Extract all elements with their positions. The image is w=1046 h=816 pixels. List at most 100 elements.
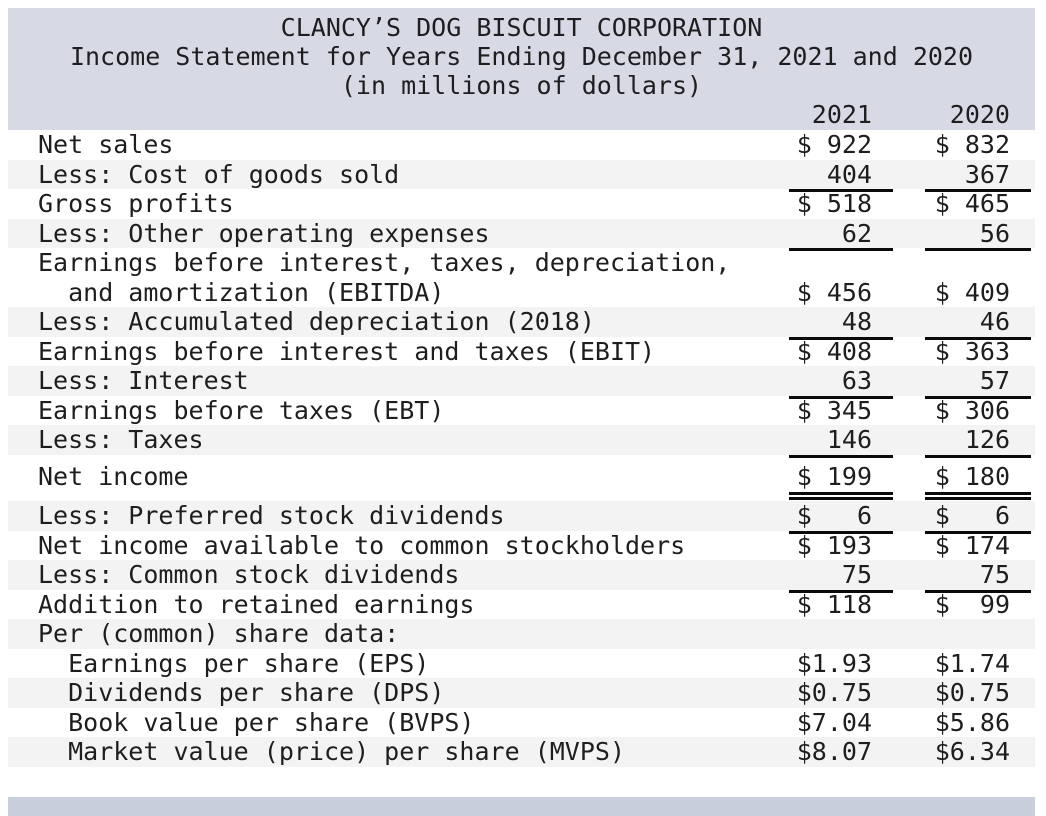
value-2021: 146 <box>789 425 893 457</box>
row-label: Earnings before interest and taxes (EBIT… <box>38 337 789 367</box>
row-label-line: Less: Preferred stock dividends <box>38 501 505 530</box>
row-label: Less: Taxes <box>38 425 789 455</box>
value-2021: 48 <box>789 307 893 339</box>
table-row: Earnings before interest and taxes (EBIT… <box>8 337 1035 367</box>
table-row: Less: Accumulated depreciation (2018) 48… <box>8 307 1035 339</box>
row-label: Dividends per share (DPS) <box>38 678 789 708</box>
value-2020: $ 6 <box>925 501 1031 533</box>
year-column-headers: 2021 2020 <box>8 100 1035 130</box>
table-row: Earnings before interest, taxes, depreci… <box>8 248 1035 307</box>
row-label-line: Addition to retained earnings <box>38 589 475 619</box>
value-2021: 63 <box>789 366 893 398</box>
table-row: Dividends per share (DPS) $0.75 $0.75 <box>8 678 1035 708</box>
value-2020: $1.74 <box>934 648 1010 678</box>
value-2021: $ 518 <box>796 189 872 218</box>
row-label-line: Net income available to common stockhold… <box>38 530 686 560</box>
row-label: Less: Other operating expenses <box>38 219 789 249</box>
row-label-line: Net sales <box>38 130 174 159</box>
row-label-line: Book value per share (BVPS) <box>38 707 475 737</box>
value-2020: $6.34 <box>934 737 1010 766</box>
row-label: Earnings before interest, taxes, depreci… <box>38 248 789 307</box>
value-2021: $ 345 <box>796 395 872 425</box>
row-label: Net income <box>38 462 789 492</box>
table-row: Net sales $ 922 $ 832 <box>8 130 1035 160</box>
row-label: Net sales <box>38 130 789 160</box>
table-row: Less: Taxes 146 126 <box>8 425 1035 457</box>
row-label-line: Market value (price) per share (MVPS) <box>38 737 625 766</box>
row-label: Earnings per share (EPS) <box>38 649 789 679</box>
value-2021: $ 199 <box>789 462 893 500</box>
row-label-line: Earnings before taxes (EBT) <box>38 395 445 425</box>
value-2020: $ 409 <box>934 277 1010 307</box>
row-label-line: Less: Interest <box>38 366 249 395</box>
value-2020: $ 363 <box>934 336 1010 366</box>
row-label-line: Earnings before interest and taxes (EBIT… <box>38 336 656 366</box>
table-row: Less: Interest 63 57 <box>8 366 1035 398</box>
value-2020: $0.75 <box>934 678 1010 707</box>
row-label-line: Dividends per share (DPS) <box>38 678 445 707</box>
row-label-line: Less: Accumulated depreciation (2018) <box>38 307 595 336</box>
value-2021: $ 193 <box>796 530 872 560</box>
value-2021: $ 6 <box>789 501 893 533</box>
value-2020: 367 <box>925 160 1031 192</box>
row-label-line: Less: Common stock dividends <box>38 560 460 589</box>
year-column-header-2020: 2020 <box>949 100 1010 129</box>
value-2020 <box>925 619 1031 649</box>
table-row: Earnings per share (EPS) $1.93 $1.74 <box>8 649 1035 679</box>
table-row: Net income $ 199 $ 180 <box>8 462 1035 500</box>
value-2020: 56 <box>925 219 1031 251</box>
value-2021: $8.07 <box>796 737 872 766</box>
statement-rows: Net sales $ 922 $ 832 Less: Cost of good… <box>8 130 1035 767</box>
statement-header-band: CLANCY’S DOG BISCUIT CORPORATION Income … <box>8 8 1035 130</box>
row-label-line: Less: Other operating expenses <box>38 218 490 248</box>
value-2021: $ 922 <box>796 130 872 159</box>
row-label: Book value per share (BVPS) <box>38 708 789 738</box>
row-label: Less: Accumulated depreciation (2018) <box>38 307 789 337</box>
row-label-line: Less: Cost of goods sold <box>38 159 400 189</box>
value-2021: $ 456 <box>796 277 872 307</box>
unit-note: (in millions of dollars) <box>340 71 703 100</box>
row-label-line: Earnings before interest, taxes, depreci… <box>38 248 731 277</box>
row-label: Less: Preferred stock dividends <box>38 501 789 531</box>
row-label-line: Less: Taxes <box>38 425 204 454</box>
table-row: Per (common) share data: <box>8 619 1035 649</box>
value-2020: $ 180 <box>925 462 1031 500</box>
row-label-line: Per (common) share data: <box>38 619 400 648</box>
row-label: Net income available to common stockhold… <box>38 531 789 561</box>
table-row: Market value (price) per share (MVPS) $8… <box>8 737 1035 767</box>
year-column-header-2021: 2021 <box>811 100 872 129</box>
value-2020: $ 174 <box>934 530 1010 560</box>
row-label-line: Earnings per share (EPS) <box>38 648 430 678</box>
row-label: Less: Cost of goods sold <box>38 160 789 190</box>
row-label: Gross profits <box>38 189 789 219</box>
value-2021 <box>789 619 893 649</box>
statement-content: CLANCY’S DOG BISCUIT CORPORATION Income … <box>8 8 1035 767</box>
table-row: Addition to retained earnings $ 118 $ 99 <box>8 590 1035 620</box>
statement-title: CLANCY’S DOG BISCUIT CORPORATION <box>280 13 763 42</box>
value-2020: $ 832 <box>934 130 1010 159</box>
value-2021: $ 118 <box>796 589 872 619</box>
table-row: Less: Cost of goods sold 404 367 <box>8 159 1035 192</box>
value-2020: 75 <box>925 560 1031 592</box>
row-label: Addition to retained earnings <box>38 590 789 620</box>
value-2021: $1.93 <box>796 648 872 678</box>
row-label: Per (common) share data: <box>38 619 789 649</box>
value-2021: 404 <box>789 160 893 192</box>
row-label-line: and amortization (EBITDA) <box>38 277 445 307</box>
table-row: Less: Common stock dividends 75 75 <box>8 560 1035 592</box>
value-2021: $ 408 <box>796 336 872 366</box>
row-label: Market value (price) per share (MVPS) <box>38 737 789 767</box>
row-label: Less: Common stock dividends <box>38 560 789 590</box>
statement-subtitle: Income Statement for Years Ending Decemb… <box>69 42 974 71</box>
value-2021: 75 <box>789 560 893 592</box>
value-2020: 46 <box>925 307 1031 339</box>
row-label: Earnings before taxes (EBT) <box>38 396 789 426</box>
column-header-spacer <box>38 100 789 130</box>
value-2021: $0.75 <box>796 678 872 707</box>
table-row: Less: Preferred stock dividends $ 6 $ 6 <box>8 501 1035 533</box>
table-row: Earnings before taxes (EBT) $ 345 $ 306 <box>8 396 1035 426</box>
footer-bar <box>8 797 1035 816</box>
row-label-line: Net income <box>38 461 189 491</box>
value-2021: $7.04 <box>796 707 872 737</box>
